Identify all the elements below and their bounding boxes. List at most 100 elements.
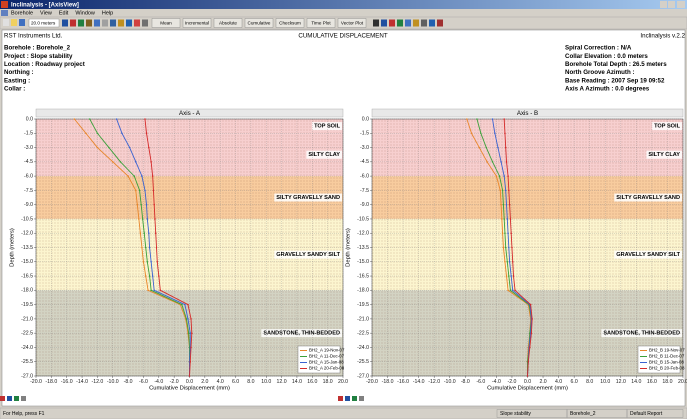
minimize[interactable]	[660, 1, 667, 8]
soil-layer	[372, 133, 683, 177]
maximize[interactable]	[668, 1, 675, 8]
tool-icon[interactable]	[118, 19, 124, 27]
chart-tool-icon[interactable]	[7, 396, 12, 401]
status-bg	[0, 407, 687, 419]
series-point	[121, 132, 123, 135]
tool-icon[interactable]	[86, 19, 92, 27]
series-point	[134, 161, 137, 163]
legend-label: BH2_A 19-Nov-07	[309, 348, 345, 353]
series-point	[504, 246, 507, 249]
tool-button[interactable]	[306, 18, 336, 28]
borehole-info: Project : Slope stability	[4, 53, 73, 60]
tool-icon[interactable]	[429, 19, 435, 27]
borehole-info: Easting :	[4, 77, 30, 84]
series-point	[470, 132, 473, 135]
tool-icon[interactable]	[373, 19, 379, 27]
series-point	[505, 161, 508, 163]
chart-tool-icon[interactable]	[345, 396, 350, 401]
tool-icon[interactable]	[389, 19, 395, 27]
tool-icon[interactable]	[11, 19, 17, 26]
chart-title-bar	[35, 108, 344, 118]
tool-icon[interactable]	[3, 19, 9, 26]
series-point	[508, 260, 511, 263]
tool-icon[interactable]	[142, 19, 148, 27]
chart-tool-icon[interactable]	[0, 396, 5, 401]
series-point	[73, 118, 76, 120]
tool-icon[interactable]	[437, 19, 443, 27]
tool-icon[interactable]	[19, 19, 25, 26]
tool-icon[interactable]	[78, 19, 84, 27]
x-tick-label: 12.0	[277, 379, 287, 385]
tool-icon[interactable]	[421, 19, 427, 27]
y-tick-label: -21.0	[21, 316, 33, 322]
menu-item[interactable]: View	[40, 10, 52, 16]
y-tick-label: -7.5	[24, 188, 33, 194]
chart-tool-icon[interactable]	[352, 396, 357, 401]
chart-tool-icon[interactable]	[359, 396, 364, 401]
chart-tool-icon[interactable]	[14, 396, 19, 401]
legend-label: BH2_B 15-Jan-08	[649, 360, 684, 365]
y-tick-label: -19.5	[21, 302, 33, 308]
tool-button[interactable]	[275, 18, 305, 28]
tool-button[interactable]	[151, 18, 181, 28]
tool-icon[interactable]	[70, 19, 76, 27]
series-point	[511, 260, 514, 263]
tool-icon[interactable]	[62, 19, 68, 27]
series-point	[96, 132, 99, 135]
series-point	[502, 246, 505, 249]
series-point	[504, 232, 506, 235]
chart-tool-icon[interactable]	[21, 396, 26, 401]
tool-icon[interactable]	[381, 19, 387, 27]
menu-icon	[1, 10, 8, 16]
app-icon	[1, 1, 8, 8]
legend-label: BH2_B 11-Dec-07	[649, 354, 685, 359]
tool-button[interactable]	[182, 18, 212, 28]
tool-button[interactable]	[244, 18, 274, 28]
series-point	[108, 146, 110, 149]
window-controls[interactable]	[660, 1, 685, 8]
series-point	[146, 260, 149, 263]
series-point	[503, 118, 505, 120]
y-tick-label: -10.5	[357, 216, 369, 222]
soil-layer	[36, 133, 343, 177]
y-axis-label: Depth (meters)	[346, 228, 352, 267]
chart-tool-icon[interactable]	[338, 396, 343, 401]
tool-icon[interactable]	[134, 19, 140, 27]
series-point	[189, 332, 192, 334]
series-point	[502, 203, 505, 206]
y-tick-label: -15.0	[357, 259, 369, 265]
series-point	[508, 275, 510, 277]
tool-icon[interactable]	[126, 19, 132, 27]
tool-icon[interactable]	[405, 19, 411, 27]
legend-label: BH2_B 19-Nov-07	[649, 348, 685, 353]
tool-icon[interactable]	[110, 19, 116, 27]
y-tick-label: -25.5	[357, 359, 369, 365]
y-tick-label: -25.5	[21, 359, 33, 365]
tool-button[interactable]	[337, 18, 367, 28]
y-tick-label: -12.0	[21, 231, 33, 237]
close[interactable]	[677, 1, 685, 8]
series-point	[140, 203, 142, 206]
menu-item[interactable]: Window	[75, 10, 95, 16]
tool-icon[interactable]	[94, 19, 100, 27]
series-point	[504, 146, 507, 149]
tool-icon[interactable]	[413, 19, 419, 27]
layer-label: TOP SOIL	[654, 124, 680, 130]
series-point	[505, 203, 508, 206]
series-point	[150, 289, 152, 292]
menu-item[interactable]: Help	[102, 10, 113, 16]
charts: Axis - A TOP SOIL SILTY CLAY SILTY GRAVELLY…	[0, 108, 687, 401]
tool-button[interactable]	[213, 18, 243, 28]
menu-item[interactable]: Borehole	[11, 10, 33, 16]
series-point	[504, 132, 506, 135]
series-point	[151, 175, 154, 177]
series-point	[127, 175, 129, 177]
series-point	[145, 203, 148, 206]
tool-icon[interactable]	[102, 19, 108, 27]
depth-select[interactable]	[28, 18, 60, 28]
tool-icon[interactable]	[397, 19, 403, 27]
menu-item[interactable]: Edit	[59, 10, 69, 16]
series-point	[147, 289, 149, 292]
x-tick-label: -12.0	[91, 379, 103, 385]
y-tick-label: -1.5	[360, 131, 369, 137]
